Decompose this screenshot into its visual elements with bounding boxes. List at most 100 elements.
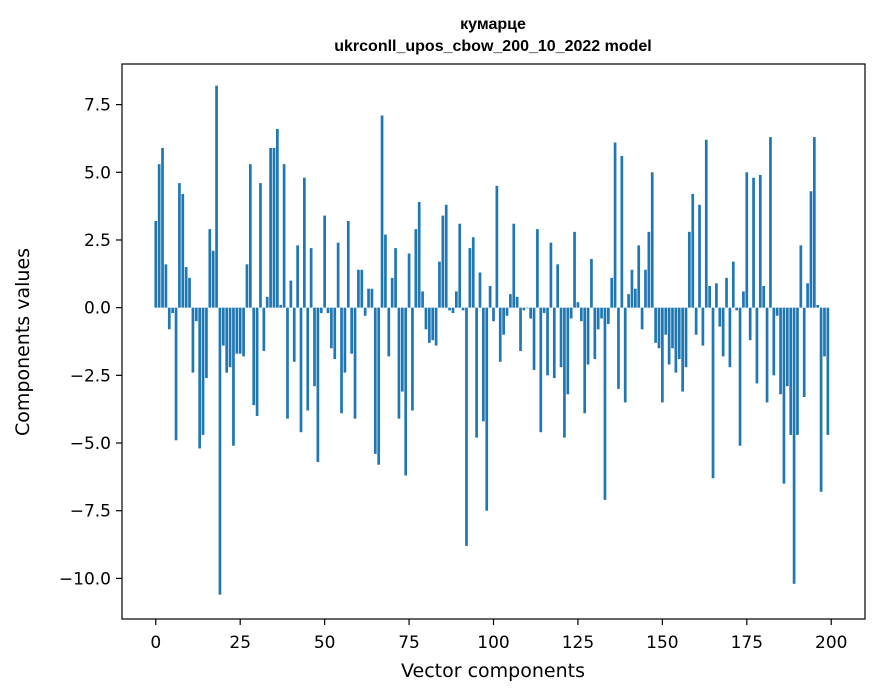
bar [603, 307, 607, 500]
bar [613, 142, 617, 308]
bar [681, 307, 684, 392]
bar [289, 280, 293, 308]
bar [319, 307, 323, 314]
bar [282, 164, 286, 308]
bar [630, 269, 634, 308]
bar [623, 307, 627, 403]
bar [546, 307, 549, 376]
bar [255, 307, 259, 416]
bar [198, 307, 202, 449]
bar [167, 307, 171, 330]
bar [529, 307, 532, 319]
bar [279, 304, 283, 308]
bar [228, 307, 232, 368]
y-axis-label: Components values [12, 248, 34, 436]
bar [640, 307, 644, 330]
y-tick-label: 7.5 [84, 96, 111, 116]
bar [171, 307, 175, 314]
x-tick-label: 175 [731, 633, 763, 653]
bar [400, 307, 404, 392]
bar [316, 307, 320, 462]
bar [657, 307, 661, 349]
x-tick-label: 125 [562, 633, 594, 653]
bar [711, 307, 715, 479]
bar [654, 307, 657, 343]
bar [252, 307, 256, 406]
bar [742, 291, 745, 308]
bar [691, 193, 695, 308]
bar [633, 288, 637, 308]
bar [617, 307, 620, 389]
bar [218, 307, 222, 595]
bar [644, 269, 647, 308]
bar [221, 307, 225, 346]
bar [411, 307, 414, 411]
bar [357, 269, 360, 308]
bar [427, 307, 431, 343]
bar [498, 307, 502, 362]
x-tick-label: 25 [229, 633, 251, 653]
bar [532, 307, 536, 370]
bar [201, 307, 205, 435]
bar [373, 307, 377, 454]
bar [309, 248, 313, 308]
bar [299, 307, 303, 433]
bar [235, 307, 239, 354]
bar [451, 307, 455, 314]
bar [377, 307, 381, 465]
bar [353, 307, 357, 419]
bar [350, 307, 353, 354]
bar [590, 258, 593, 308]
bar [758, 175, 762, 308]
bar [596, 307, 600, 330]
bar [238, 307, 242, 354]
bar [809, 191, 813, 308]
bar [441, 215, 445, 308]
bar [698, 204, 701, 308]
bar [208, 229, 212, 308]
bar [265, 296, 269, 308]
bar [637, 245, 641, 308]
bar [431, 307, 435, 341]
bar [549, 242, 553, 308]
bar [242, 307, 245, 357]
bar [394, 248, 397, 308]
bar [414, 229, 418, 308]
bar [306, 307, 310, 411]
bar [384, 234, 387, 308]
bar [620, 156, 624, 308]
bar [465, 307, 468, 546]
y-axis-ticks: −10.0 −7.5 −5.0 −2.5 0.0 2.5 5.0 7.5 [59, 96, 122, 589]
chart-title-line2: ukrconll_upos_cbow_200_10_2022 model [334, 38, 651, 55]
bar [492, 307, 495, 322]
bar [576, 302, 580, 308]
bar [367, 288, 370, 308]
bar [701, 307, 705, 346]
bar [812, 137, 816, 308]
x-axis-label: Vector components [401, 660, 585, 682]
bar [627, 294, 630, 308]
bar [779, 307, 782, 395]
x-tick-label: 0 [150, 633, 161, 653]
bar [796, 307, 799, 435]
bar [475, 307, 478, 438]
bar [346, 221, 350, 308]
bar [671, 307, 674, 349]
bar [478, 272, 482, 308]
bar [789, 307, 793, 435]
bar [296, 245, 299, 308]
bar [785, 307, 789, 387]
bar-series [154, 85, 830, 595]
x-tick-label: 50 [314, 633, 336, 653]
bar [194, 307, 198, 322]
bar [772, 307, 776, 376]
bar [715, 283, 718, 308]
bar [542, 307, 546, 314]
bar [340, 307, 343, 414]
bar [647, 231, 651, 308]
y-tick-label: −2.5 [70, 366, 111, 386]
bar [502, 307, 505, 335]
bar [262, 307, 266, 351]
